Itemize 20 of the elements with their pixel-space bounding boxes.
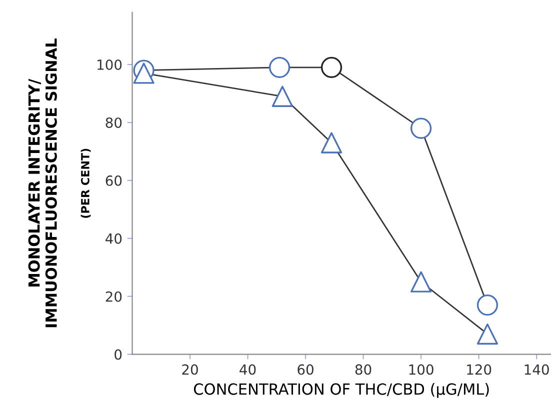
x-tick-label: 80: [355, 364, 372, 375]
point: [272, 86, 293, 107]
y-tick-label: 100: [98, 59, 122, 70]
x-tick-label: 60: [298, 364, 314, 375]
y-tick-label: 40: [106, 233, 122, 244]
y-tick-label: 0: [114, 349, 122, 360]
x-tick-label: 120: [467, 364, 492, 375]
x-tick-label: 20: [182, 364, 198, 375]
y-axis-title: MONOLAYER INTEGRITY/ IMMUONOFLUORESCENCE SIGNAL: [28, 38, 57, 328]
point: [410, 271, 432, 292]
point: [476, 323, 498, 345]
x-tick-label: 100: [409, 364, 434, 375]
x-axis-title: CONCENTRATION OF THC/CBD (µG/ML): [194, 383, 489, 398]
y-tick-label: 80: [106, 117, 122, 128]
x-tick-label: 40: [240, 364, 256, 375]
x-tick-label: 140: [524, 364, 549, 375]
point: [320, 132, 342, 154]
y-tick-label: 60: [106, 175, 122, 186]
y-tick-label: 20: [106, 291, 122, 302]
text: (PER CENT): [80, 148, 91, 218]
